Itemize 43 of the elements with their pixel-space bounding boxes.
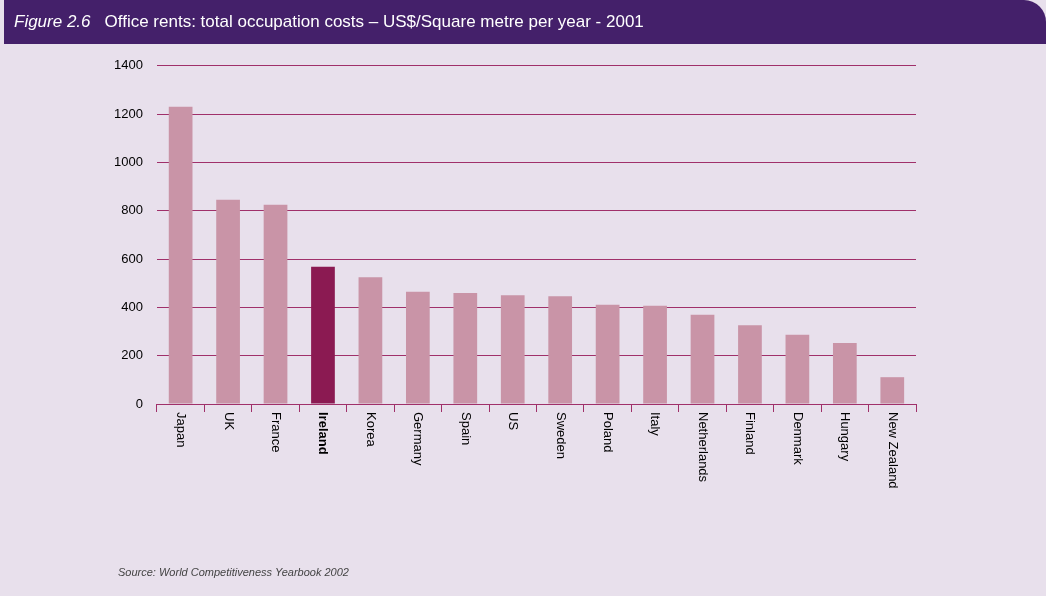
x-tick-label: Poland <box>601 412 617 453</box>
x-tick-label: Spain <box>458 412 474 446</box>
x-tick-label: US <box>506 412 522 431</box>
y-tick-label: 200 <box>121 347 143 363</box>
x-tick-label: Italy <box>648 412 664 437</box>
bar <box>311 266 335 404</box>
bar <box>216 199 240 404</box>
y-tick-label: 800 <box>121 202 143 218</box>
y-tick-label: 1200 <box>114 105 143 121</box>
x-tick-label: Japan <box>174 412 190 448</box>
y-tick-label: 400 <box>121 298 143 314</box>
bar <box>500 295 525 404</box>
y-tick-label: 600 <box>121 250 143 266</box>
bar <box>785 334 810 404</box>
x-tick-label: France <box>268 412 284 453</box>
bar <box>548 296 573 404</box>
bar <box>405 291 430 404</box>
bar <box>643 305 667 404</box>
bar <box>595 304 620 404</box>
y-tick-label: 0 <box>135 395 143 411</box>
y-tick-label: 1000 <box>114 154 143 170</box>
x-tick-label: UK <box>221 412 237 431</box>
x-tick-label: New Zealand <box>885 412 901 489</box>
bar <box>453 292 478 404</box>
bar <box>832 342 857 404</box>
bar <box>168 106 193 404</box>
bar <box>690 314 715 404</box>
bar <box>263 204 288 404</box>
bar <box>738 325 762 404</box>
chart-subtitle: Office rents: total occupation costs – US$/Square metre per year - 2001 <box>104 12 644 31</box>
x-tick-label: Germany <box>411 412 427 466</box>
bar <box>358 277 383 404</box>
y-tick-label: 1400 <box>114 57 143 73</box>
x-tick-label: Denmark <box>790 412 806 466</box>
x-tick-label: Ireland <box>316 412 332 455</box>
x-tick-label: Finland <box>743 412 759 455</box>
x-tick-label: Netherlands <box>695 412 711 483</box>
x-tick-label: Sweden <box>553 412 569 459</box>
x-tick-label: Hungary <box>838 412 854 462</box>
x-tick-label: Korea <box>363 412 379 448</box>
chart-title: Figure 2.6 <box>14 12 91 31</box>
source-note: Source: World Competitiveness Yearbook 2002 <box>118 566 349 578</box>
bar <box>880 377 905 404</box>
